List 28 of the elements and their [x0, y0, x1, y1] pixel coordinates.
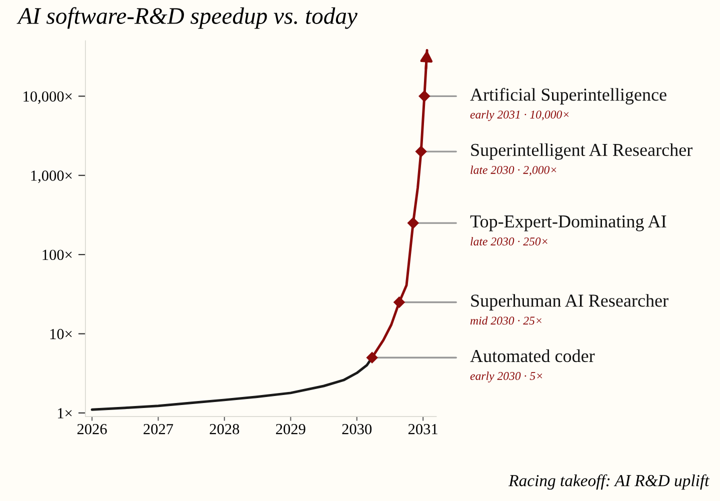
y-tick-label: 100× [42, 250, 72, 260]
text: mid 2030 · 25× [470, 316, 542, 325]
point [418, 90, 430, 102]
text: early 2031 · 10,000× [470, 110, 569, 121]
x-tick-label: 2028 [210, 424, 240, 434]
x-tick-label: 2031 [408, 424, 438, 434]
x-tick-label: 2027 [144, 424, 174, 434]
x-tick-label: 2029 [276, 424, 306, 434]
annotation: Automated coder [470, 349, 595, 362]
y-tick-label: 10× [50, 328, 72, 340]
annotation: Top-Expert-Dominating AI [470, 215, 666, 232]
x-tick-label: 2030 [342, 424, 372, 434]
point [415, 146, 427, 158]
y-tick-label: 1,000× [31, 170, 72, 184]
text: late 2030 · 250× [470, 237, 548, 246]
text: late 2030 · 2,000× [470, 166, 556, 176]
annotation: Artificial Superintelligence [470, 88, 666, 104]
point [407, 217, 420, 229]
x-tick-label: 2026 [77, 424, 107, 434]
annotation: Superintelligent AI Researcher [471, 143, 692, 160]
text: early 2030 · 5× [470, 372, 542, 382]
point [393, 296, 406, 308]
text: Racing takeoff: AI R&D uplift [508, 474, 710, 490]
y-tick-label: 10,000× [24, 91, 72, 104]
annotation: Superhuman AI Researcher [471, 294, 668, 310]
point [366, 352, 378, 364]
y-tick-label: 1× [58, 408, 72, 418]
chart-title: AI software-R&D speedup vs. today [16, 7, 358, 29]
